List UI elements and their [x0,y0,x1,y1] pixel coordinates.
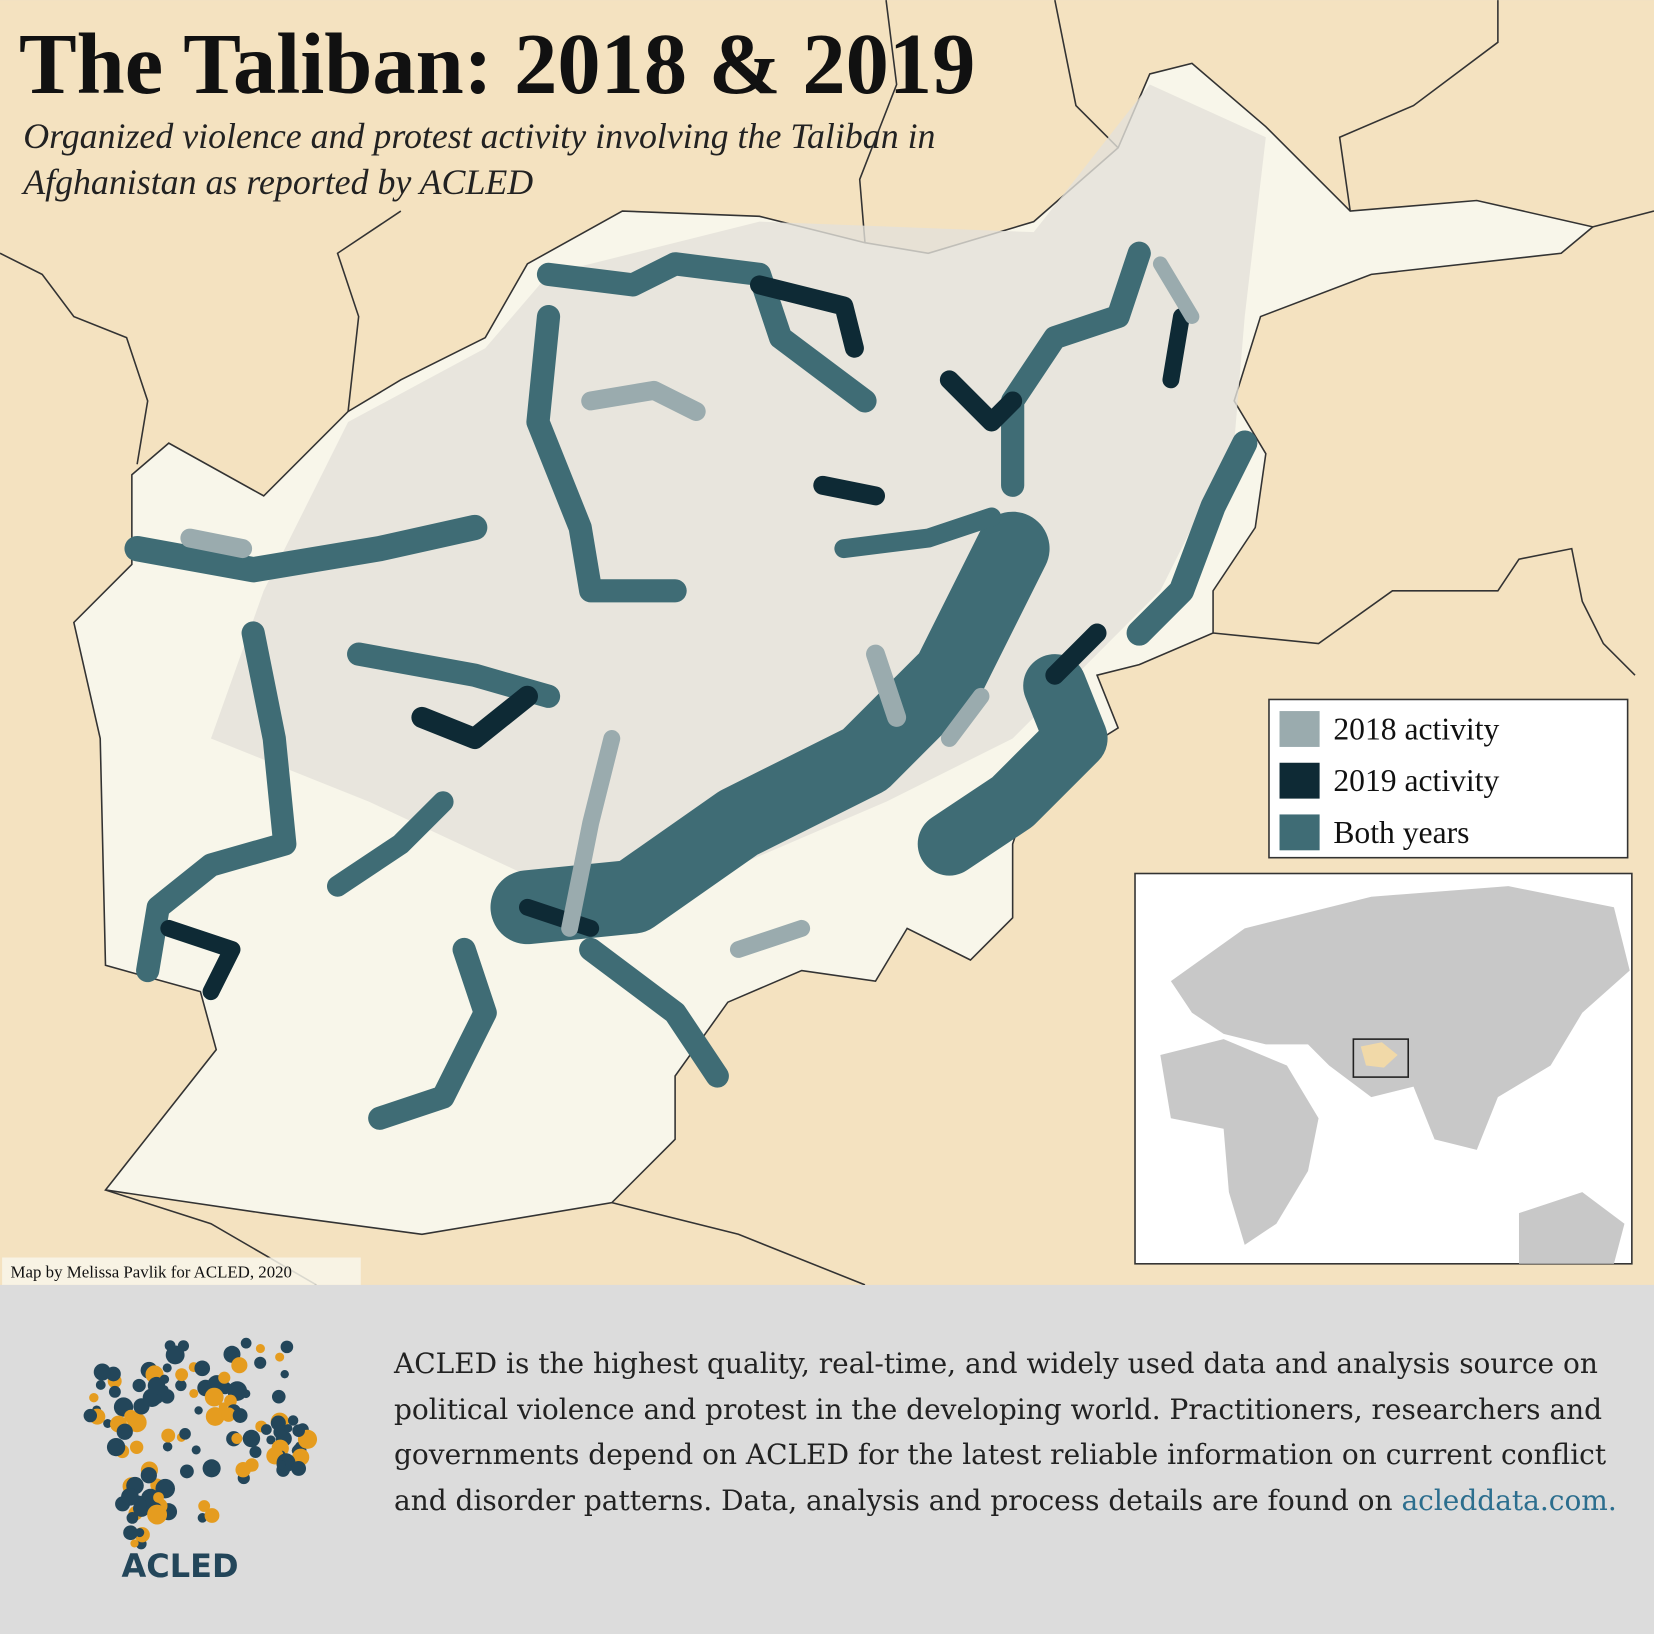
logo-dot [241,1389,251,1399]
logo-dot [162,1441,173,1452]
logo-dot [280,1340,294,1354]
logo-dot [292,1424,305,1438]
logo-dot [271,1389,286,1404]
subtitle: Organized violence and protest activity … [23,116,935,156]
logo-dot [221,1407,236,1422]
legend-label: 2019 activity [1333,763,1499,798]
logo-dot [242,1429,261,1448]
logo: ACLED [83,1337,318,1585]
legend: 2018 activity 2019 activity Both years [1268,698,1629,859]
logo-dot [140,1467,157,1484]
logo-dot [175,1379,187,1392]
logo-text: ACLED [121,1547,238,1585]
logo-dot [103,1419,113,1428]
logo-dot [254,1356,267,1369]
description: ACLED is the highest quality, real-time,… [394,1347,1607,1517]
logo-dot [204,1508,220,1523]
logo-dot [284,1424,293,1433]
africa [1160,1039,1319,1245]
logo-dot [266,1435,276,1445]
footer-text: ACLED is the highest quality, real-time,… [394,1341,1644,1523]
logo-dot [224,1394,237,1408]
title: The Taliban: 2018 & 2019 [19,16,975,112]
subtitle: Afghanistan as reported by ACLED [21,162,533,202]
afghanistan-inset [1360,1042,1398,1068]
logo-dot [153,1492,164,1503]
logo-dot [93,1363,111,1381]
eurasia [1170,886,1630,1150]
logo-dot [116,1423,133,1440]
logo-dot [134,1498,147,1511]
inset-map [1134,872,1633,1265]
logo-dot [180,1464,194,1479]
logo-dot [89,1393,99,1403]
logo-dot [121,1487,139,1506]
legend-swatch [1279,814,1320,851]
link[interactable]: acleddata.com. [1401,1483,1617,1517]
logo-dot [273,1425,287,1439]
logo-dot [191,1445,201,1455]
logo-dot [231,1357,248,1374]
logo-dot [249,1445,262,1458]
logo-dot [161,1428,176,1443]
logo-dots [83,1337,318,1550]
map: The Taliban: 2018 & 2019 Organized viole… [0,0,1654,1285]
logo-dot [95,1380,106,1390]
footer: ACLED ACLED is the highest quality, real… [0,1285,1654,1634]
logo-dot [218,1371,231,1384]
logo-dot [165,1345,185,1365]
country-borders [0,0,1654,1285]
logo-dot [189,1388,199,1398]
legend-label: Both years [1333,815,1469,850]
logo-dot [129,1440,144,1454]
credit: Map by Melissa Pavlik for ACLED, 2020 [11,1263,292,1282]
logo-dot [175,1368,189,1382]
logo-dot [123,1525,138,1541]
logo-dot [147,1504,168,1525]
logo-dot [126,1512,139,1524]
logo-dot [108,1385,121,1398]
logo-dot [132,1378,146,1393]
inset-highlight [1352,1038,1410,1078]
logo-dot [276,1460,286,1470]
logo-dot [287,1415,299,1426]
logo-dot [162,1363,172,1373]
logo-dot [275,1352,285,1362]
logo-dot [232,1408,248,1423]
logo-dot [255,1344,265,1354]
logo-dot [83,1408,97,1423]
logo-dot [124,1409,138,1424]
logo-dot [280,1369,289,1379]
activity-areas [124,241,1258,1130]
logo-dot [235,1462,251,1478]
logo-dot [179,1428,191,1440]
legend-box [1268,698,1629,859]
logo-dot [260,1424,272,1435]
legend-swatch [1279,711,1320,747]
logo-dot [198,1500,211,1512]
legend-swatch [1279,762,1320,799]
logo-dot [159,1389,175,1404]
logo-dot [147,1376,166,1395]
logo-dot [202,1459,221,1478]
logo-dot [130,1539,139,1548]
credit-background [2,1257,361,1285]
logo-dot [106,1437,126,1457]
legend-label: 2018 activity [1333,712,1499,747]
logo-dot [204,1387,224,1407]
logo-dot [205,1407,225,1426]
logo-dot [231,1432,243,1444]
logo-dot [291,1461,307,1476]
logo-dot [194,1360,211,1377]
logo-dot [218,1381,232,1395]
australia [1518,1192,1625,1264]
logo-dot [240,1337,252,1349]
logo-dot [194,1406,203,1415]
